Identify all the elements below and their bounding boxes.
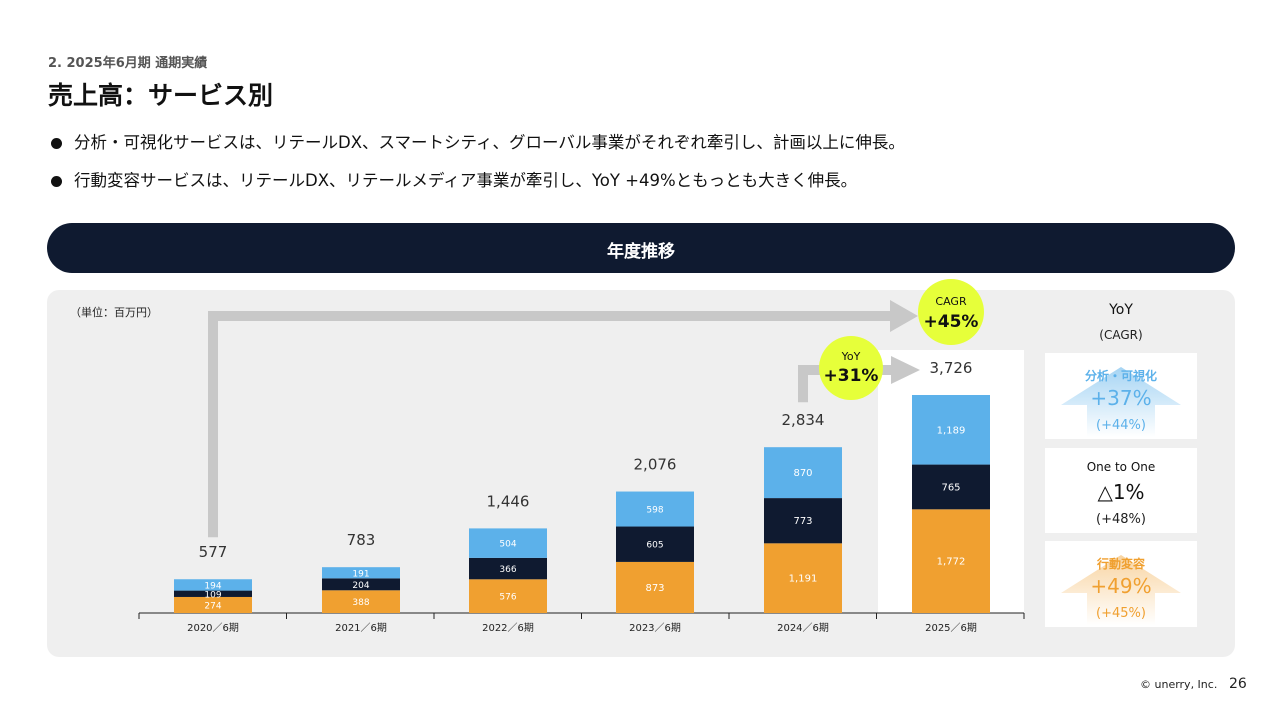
card-value: △1% xyxy=(1097,480,1145,504)
card-label: 行動変容 xyxy=(1096,557,1145,571)
card-label: One to One xyxy=(1086,460,1156,474)
bullet-list: 分析・可視化サービスは、リテールDX、スマートシティ、グローバル事業がそれぞれ牽… xyxy=(50,129,905,205)
bar-value-label: 605 xyxy=(646,541,663,551)
bar-segment xyxy=(764,543,842,613)
bar-segment xyxy=(322,567,400,579)
bar-segment xyxy=(912,464,990,510)
section-label: 2. 2025年6月期 通期実績 xyxy=(48,56,208,71)
unit-label: （単位：百万円） xyxy=(70,306,158,319)
bar-value-label: 1,189 xyxy=(937,425,966,436)
card-label: 分析・可視化 xyxy=(1084,369,1157,383)
bar-segment xyxy=(322,590,400,613)
card-sub: (+45%) xyxy=(1096,606,1146,621)
yoy-badge xyxy=(819,336,883,400)
band-title: 年度推移 xyxy=(607,242,675,262)
cagr-arrow-line xyxy=(208,311,895,538)
bar-segment xyxy=(616,491,694,527)
bar-value-label: 1,191 xyxy=(789,574,818,585)
page-number: 26 xyxy=(1229,676,1247,692)
card-sub: (+48%) xyxy=(1096,512,1146,527)
bar-total-label: 1,446 xyxy=(487,492,530,510)
yoy-title: YoY xyxy=(1109,302,1133,318)
bar-value-label: 1,772 xyxy=(937,557,966,568)
yoy-arrow-head xyxy=(891,356,920,384)
bar-value-label: 388 xyxy=(352,598,369,608)
bullet-item: 行動変容サービスは、リテールDX、リテールメディア事業が牽引し、YoY +49%… xyxy=(50,167,905,205)
cagr-arrow-head xyxy=(890,300,918,332)
category-label: 2025／6期 xyxy=(925,622,977,634)
bar-value-label: 576 xyxy=(499,593,516,603)
category-label: 2024／6期 xyxy=(777,622,829,634)
bar-total-label: 2,834 xyxy=(782,411,825,429)
category-label: 2020／6期 xyxy=(187,622,239,634)
yoy-card-behavior: 行動変容 +49% (+45%) xyxy=(1045,541,1197,627)
copyright: © unerry, Inc. xyxy=(1140,678,1218,691)
page-title: 売上高：サービス別 xyxy=(48,81,274,110)
yoy-badge-value: +31% xyxy=(824,366,879,386)
bar-value-label: 109 xyxy=(204,590,221,600)
bar-value-label: 191 xyxy=(352,569,369,579)
bar-segment xyxy=(174,579,252,591)
yoy-card-analysis: 分析・可視化 +37% (+44%) xyxy=(1045,353,1197,439)
up-arrow-icon xyxy=(1061,555,1181,625)
bar-value-label: 504 xyxy=(499,540,516,550)
bar-value-label: 366 xyxy=(499,565,516,575)
bar-segment xyxy=(322,578,400,591)
up-arrow-icon xyxy=(1061,367,1181,437)
bar-total-label: 577 xyxy=(199,543,228,561)
card-value: +37% xyxy=(1090,386,1152,410)
bar-segment xyxy=(469,528,547,558)
bar-segment xyxy=(174,596,252,613)
yoy-badge-label: YoY xyxy=(841,350,861,363)
category-label: 2021／6期 xyxy=(335,622,387,634)
bar-total-label: 2,076 xyxy=(634,456,677,474)
bullet-item: 分析・可視化サービスは、リテールDX、スマートシティ、グローバル事業がそれぞれ牽… xyxy=(50,129,905,167)
cagr-badge xyxy=(918,279,984,345)
bar-value-label: 598 xyxy=(646,506,663,516)
card-value: +49% xyxy=(1090,574,1152,598)
bar-segment xyxy=(912,395,990,465)
bar-value-label: 773 xyxy=(793,516,812,527)
bar-value-label: 274 xyxy=(204,601,221,611)
bar-segment xyxy=(616,561,694,613)
section-band: 年度推移 xyxy=(47,223,1235,273)
bar-segment xyxy=(469,557,547,580)
bar-value-label: 873 xyxy=(645,583,664,594)
bar-value-label: 204 xyxy=(352,581,369,591)
bar-value-label: 765 xyxy=(941,482,960,493)
bar-total-label: 3,726 xyxy=(930,359,973,377)
bar-segment xyxy=(764,447,842,499)
card-sub: (+44%) xyxy=(1096,418,1146,433)
bar-segment xyxy=(912,509,990,613)
bar-segment xyxy=(764,498,842,544)
bar-value-label: 194 xyxy=(204,581,221,591)
yoy-subtitle: (CAGR) xyxy=(1099,328,1143,342)
bar-segment xyxy=(174,590,252,597)
bar-value-label: 870 xyxy=(793,468,812,479)
category-label: 2022／6期 xyxy=(482,622,534,634)
bar-segment xyxy=(616,526,694,562)
bar-total-label: 783 xyxy=(347,531,376,549)
yoy-card-one-to-one: One to One △1% (+48%) xyxy=(1045,448,1197,533)
category-label: 2023／6期 xyxy=(629,622,681,634)
bar-segment xyxy=(469,579,547,613)
cagr-badge-label: CAGR xyxy=(935,295,967,308)
cagr-badge-value: +45% xyxy=(924,312,979,332)
